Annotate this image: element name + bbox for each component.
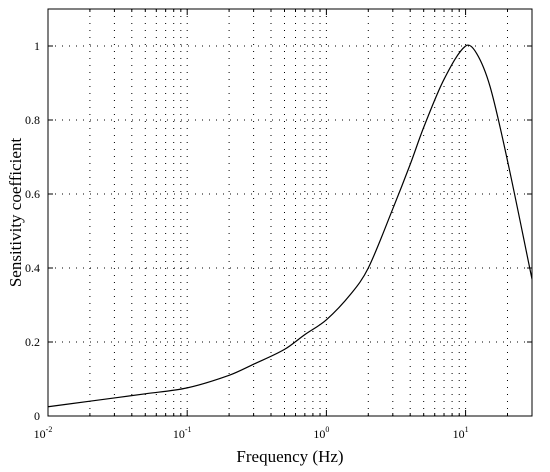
x-axis-label: Frequency (Hz) (236, 447, 343, 466)
grid-lines (48, 9, 533, 416)
x-tick-label: 10-2 (34, 425, 53, 441)
x-tick-label: 10-1 (173, 425, 192, 441)
y-tick-label: 0.8 (25, 113, 40, 127)
y-tick-label: 0 (34, 409, 40, 423)
x-tick-label: 101 (453, 425, 469, 441)
tick-labels: 0 0.2 0.4 0.6 0.8 1 10-2 10-1 100 101 (25, 39, 469, 441)
y-axis-label: Sensitivity coefficient (6, 138, 25, 288)
curve-layer (47, 44, 533, 408)
y-tick-label: 0.6 (25, 187, 40, 201)
plot-frame (47, 8, 533, 417)
y-tick-label: 0.2 (25, 335, 40, 349)
x-tick-label: 100 (313, 425, 329, 441)
sensitivity-curve (47, 44, 533, 408)
tick-marks (47, 9, 533, 417)
y-tick-label: 0.4 (25, 261, 40, 275)
y-tick-label: 1 (34, 39, 40, 53)
